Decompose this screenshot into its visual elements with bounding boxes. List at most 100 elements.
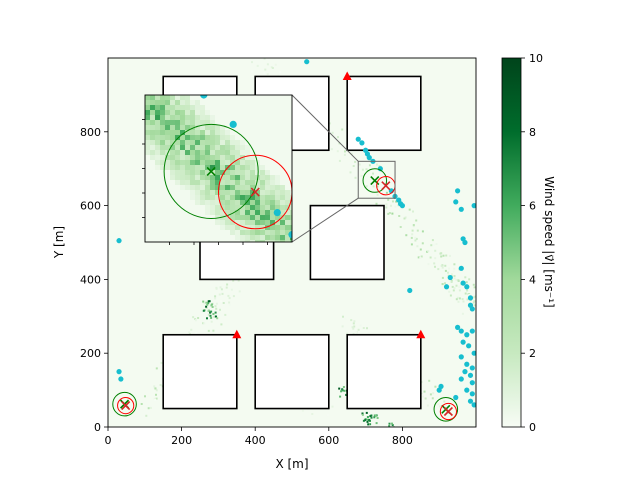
inset-wind-speed-cell [275, 190, 280, 195]
inset-wind-speed-cell [215, 220, 220, 225]
inset-wind-speed-cell [200, 175, 205, 180]
wind-speed-cell [230, 288, 233, 291]
inset-wind-speed-cell [270, 195, 275, 200]
wind-speed-cell [207, 309, 210, 312]
inset-wind-speed-cell [240, 145, 245, 150]
inset-wind-speed-cell [175, 170, 180, 175]
zoom-connector-top [291, 94, 359, 162]
inset-wind-speed-cell [220, 140, 225, 145]
wind-speed-cell [153, 385, 156, 388]
inset-wind-speed-cell [265, 225, 270, 230]
inset-wind-speed-cell [210, 175, 215, 180]
inset-wind-speed-cell [230, 230, 235, 235]
inset-wind-speed-cell [205, 130, 210, 135]
x-tick-label: 0 [105, 434, 112, 447]
inset-wind-speed-cell [230, 160, 235, 165]
wind-speed-cell [479, 301, 481, 303]
inset-wind-speed-cell [270, 215, 275, 220]
inset-wind-speed-cell [235, 145, 240, 150]
wind-speed-cell [203, 302, 206, 305]
wind-speed-cell [301, 409, 304, 412]
inset-wind-speed-cell [220, 195, 225, 200]
inset-wind-speed-cell [250, 240, 255, 242]
inset-wind-speed-cell [285, 205, 290, 210]
inset-wind-speed-cell [285, 225, 290, 230]
inset-wind-speed-cell [270, 240, 275, 242]
inset-wind-speed-cell [280, 215, 285, 220]
wind-speed-cell [366, 418, 369, 421]
inset-wind-speed-cell [225, 135, 230, 140]
inset-wind-speed-cell [170, 100, 175, 105]
inset-wind-speed-cell [210, 165, 215, 170]
wind-speed-cell [207, 313, 210, 316]
particle [466, 343, 472, 349]
inset-wind-speed-cell [215, 190, 220, 195]
wind-speed-cell [450, 281, 453, 283]
wind-speed-cell [388, 212, 391, 214]
inset-wind-speed-cell [155, 130, 160, 135]
inset-wind-speed-cell [200, 190, 205, 195]
wind-speed-cell [434, 257, 437, 260]
wind-speed-cell [154, 398, 157, 401]
inset-wind-speed-cell [220, 190, 225, 195]
wind-speed-cell [420, 255, 423, 258]
inset-wind-speed-cell [180, 135, 185, 140]
wind-speed-cell [351, 326, 354, 329]
inset-wind-speed-cell [170, 110, 175, 115]
wind-speed-cell [440, 410, 443, 413]
particle [469, 391, 475, 397]
wind-speed-cell [194, 319, 197, 322]
wind-speed-cell [338, 142, 341, 145]
inset-wind-speed-cell [155, 120, 160, 125]
particle [458, 354, 464, 360]
wind-speed-cell [444, 269, 447, 272]
wind-speed-cell [387, 198, 390, 201]
wind-speed-cell [147, 407, 150, 410]
inset-wind-speed-cell [255, 185, 260, 190]
inset-wind-speed-cell [270, 220, 275, 225]
inset-wind-speed-cell [150, 120, 155, 125]
inset-wind-speed-cell [270, 185, 275, 190]
inset-wind-speed-cell [185, 140, 190, 145]
inset-wind-speed-cell [170, 105, 175, 110]
inset-wind-speed-cell [215, 150, 220, 155]
wind-speed-cell [205, 306, 208, 309]
inset-wind-speed-cell [200, 145, 205, 150]
inset-wind-speed-cell [275, 225, 280, 230]
inset-wind-speed-cell [190, 175, 195, 180]
inset-wind-speed-cell [165, 160, 170, 165]
inset-wind-speed-cell [230, 150, 235, 155]
wind-speed-cell [473, 304, 476, 307]
inset-wind-speed-cell [200, 150, 205, 155]
wind-speed-cell [353, 325, 356, 328]
wind-speed-cell [341, 325, 344, 328]
inset-wind-speed-cell [245, 215, 250, 220]
inset-wind-speed-cell [270, 210, 275, 215]
inset-wind-speed-cell [215, 145, 220, 150]
inset-wind-speed-cell [195, 150, 200, 155]
inset-wind-speed-cell [195, 135, 200, 140]
green-estimate-circle [112, 391, 137, 417]
building [346, 333, 422, 410]
particle [443, 284, 450, 290]
plot-frame [107, 57, 477, 428]
inset-wind-speed-cell [205, 140, 210, 145]
inset-wind-speed-cell [215, 160, 220, 165]
inset-wind-speed-cell [200, 125, 205, 130]
inset-axes [142, 94, 293, 245]
wind-speed-cell [215, 307, 218, 310]
inset-wind-speed-cell [185, 185, 190, 190]
wind-speed-cell [340, 390, 343, 393]
wind-speed-cell [232, 295, 235, 298]
particles [116, 59, 476, 408]
wind-speed-cell [432, 392, 435, 395]
inset-wind-speed-cell [255, 205, 260, 210]
inset-wind-speed-cell [205, 135, 210, 140]
inset-markers [163, 95, 292, 239]
inset-wind-speed-cell [210, 140, 215, 145]
wind-speed-cell [437, 268, 440, 271]
wind-speed-cell [374, 414, 377, 417]
inset-wind-speed-cell [160, 130, 165, 135]
particle [438, 383, 444, 390]
inset-wind-speed-cell [230, 145, 235, 150]
